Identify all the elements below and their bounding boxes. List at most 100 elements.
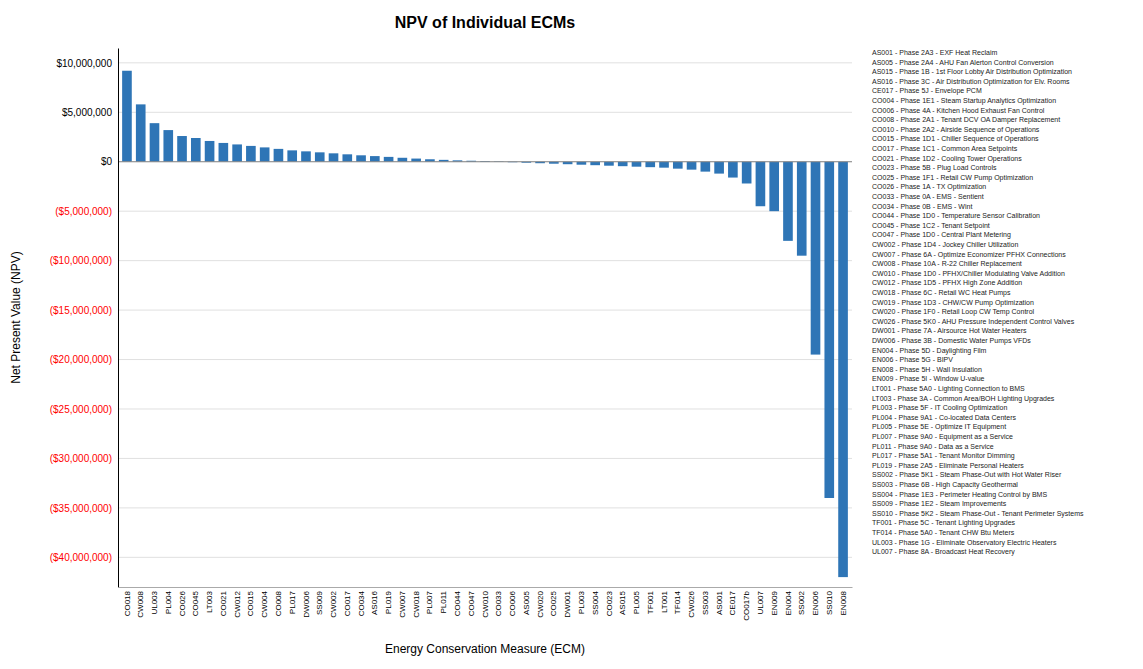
x-tick-label: UL007 [756,590,765,614]
y-tick-label: ($10,000,000) [50,255,112,266]
x-tick-label: CW007 [398,590,407,617]
x-tick: TF014 [673,587,682,614]
x-tick-label: LT003 [205,590,214,613]
x-tick: EN004 [784,587,793,615]
grid-line [118,557,852,558]
bar [673,162,683,169]
x-tick-label: EN008 [839,590,848,615]
x-tick-label: CO017b [742,590,751,620]
x-tick: SS004 [591,587,600,615]
x-tick-label: AS001 [715,590,724,615]
chart-svg: $10,000,000 $5,000,000 $0 ($5,000,000) ($10,… [0,0,1143,669]
x-tick-label: CO045 [191,590,200,616]
bar [329,153,339,161]
bar [219,143,229,162]
x-tick: CW012 [233,587,242,618]
bar [687,162,697,170]
legend-text: EN004 - Phase 5D - Daylighting Film [872,347,987,355]
x-tick: CO021 [219,587,228,616]
legend-text: PL004 - Phase 9A1 - Co-located Data Cent… [872,414,1016,421]
legend-text: CW010 - Phase 1D0 - PFHX/Chiller Modulat… [872,270,1065,278]
x-tick: DW001 [563,587,572,618]
x-tick-label: TF001 [646,590,655,614]
bar [590,162,600,165]
chart-title: NPV of Individual ECMs [395,14,576,31]
legend-text: CW026 - Phase 5K0 - AHU Pressure Indepen… [872,318,1075,326]
legend-text: PL003 - Phase 5F - IT Cooling Optimizati… [872,404,1007,412]
x-tick-label: PL003 [577,590,586,614]
y-tick-label: ($35,000,000) [50,503,112,514]
legend-text: SS009 - Phase 1E2 - Steam Improvements [872,500,1007,508]
x-tick-label: SS004 [591,590,600,615]
legend-text: LT003 - Phase 3A - Common Area/BOH Light… [872,395,1055,403]
legend-text: PL019 - Phase 2A5 - Eliminate Personal H… [872,462,1024,469]
x-tick-label: PL004 [164,590,173,614]
x-tick: CW007 [398,587,407,618]
x-tick-label: CO018 [123,590,132,616]
bar [645,162,655,167]
y-tick: ($10,000,000) [50,255,118,266]
x-tick: CW026 [687,587,696,618]
bar [811,162,821,355]
bar [604,162,614,166]
x-tick: CO047 [467,587,476,616]
legend-text: AS015 - Phase 1B - 1st Floor Lobby Air D… [872,68,1072,76]
x-tick: AS005 [522,587,531,615]
bar [246,146,256,162]
y-tick-label: $0 [101,156,113,167]
bar [783,162,793,241]
x-tick: CO006 [508,587,517,616]
x-tick: CW018 [412,587,421,618]
x-tick-label: CW008 [136,590,145,617]
x-tick-label: PL011 [439,590,448,613]
x-tick-label: TF014 [673,590,682,614]
x-tick-label: EN006 [811,590,820,615]
x-tick-label: CW002 [329,590,338,617]
grid-line [118,161,852,162]
legend-text: CW002 - Phase 1D4 - Jockey Chiller Utili… [872,241,1018,249]
bar [122,71,132,162]
legend-text: AS016 - Phase 3C - Air Distribution Opti… [872,78,1070,86]
x-tick-label: CW004 [260,590,269,617]
bar [205,141,215,162]
legend-text: CO045 - Phase 1C2 - Tenant Setpoint [872,222,990,230]
x-tick-label: CO044 [453,590,462,616]
grid-line [118,260,852,261]
bar [398,158,408,162]
x-tick-label: CO006 [508,590,517,616]
bar [287,150,297,161]
bar [342,154,352,161]
x-tick: SS002 [797,587,806,615]
x-tick: CO017b [742,587,751,621]
legend-text: CO006 - Phase 4A - Kitchen Hood Exhaust … [872,107,1045,114]
bar [384,157,394,162]
bar [769,162,779,211]
legend-text: CO010 - Phase 2A2 - Airside Sequence of … [872,126,1040,134]
x-tick: SS003 [701,587,710,615]
legend-text: PL011 - Phase 9A0 - Data as a Service [872,443,994,450]
x-axis: CO018CW008UL003PL004CO026CO045LT003CO021… [119,587,853,621]
y-tick-label: $10,000,000 [56,58,112,69]
y-tick: ($5,000,000) [55,206,118,217]
bar [797,162,807,256]
x-axis-line [119,587,853,588]
x-tick: EN008 [839,587,848,615]
bar [177,136,187,162]
y-tick: ($30,000,000) [50,453,118,464]
y-tick: $5,000,000 [62,107,118,118]
legend-text: CO004 - Phase 1E1 - Steam Startup Analyt… [872,97,1056,105]
x-tick: CO017 [343,587,352,616]
x-tick: CO044 [453,587,462,616]
legend-text: UL007 - Phase 8A - Broadcast Heat Recove… [872,548,1015,556]
x-tick: SS010 [825,587,834,615]
bar [632,162,642,167]
bars [122,71,848,577]
legend-text: SS004 - Phase 1E3 - Perimeter Heating Co… [872,491,1047,499]
x-tick-label: CO017 [343,590,352,616]
x-tick-label: LT001 [660,590,669,613]
y-tick: $10,000,000 [56,58,118,69]
x-tick: LT001 [660,587,669,613]
x-tick: UL003 [150,587,159,615]
bar [136,104,146,161]
x-tick: AS015 [618,587,627,615]
